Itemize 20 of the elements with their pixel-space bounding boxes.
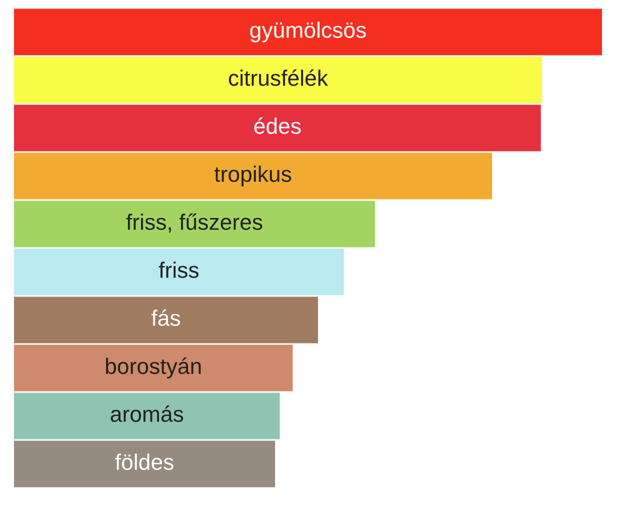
bar: [14, 104, 541, 152]
y-tick-label: friss, fűszeres: [126, 213, 262, 233]
bar: [14, 392, 280, 440]
y-tick-label: aromás: [110, 405, 184, 422]
y-tick-label: földes: [115, 454, 174, 470]
y-tick-label: friss: [158, 262, 198, 278]
y-tick-label: citrusfélék: [228, 69, 328, 86]
y-tick-label: borostyán: [106, 358, 201, 378]
bar: [14, 200, 376, 248]
y-tick-label: fás: [151, 309, 180, 326]
bar: [14, 440, 276, 488]
y-tick-label: tropikus: [214, 166, 292, 186]
bar: [14, 296, 318, 344]
bar: [14, 344, 293, 392]
bar: [14, 152, 492, 200]
y-tick-label: gyümölcsös: [250, 22, 366, 42]
y-tick-label: édes: [254, 117, 301, 134]
bar: [14, 8, 602, 56]
bar: [14, 56, 542, 104]
bar: [14, 248, 344, 296]
